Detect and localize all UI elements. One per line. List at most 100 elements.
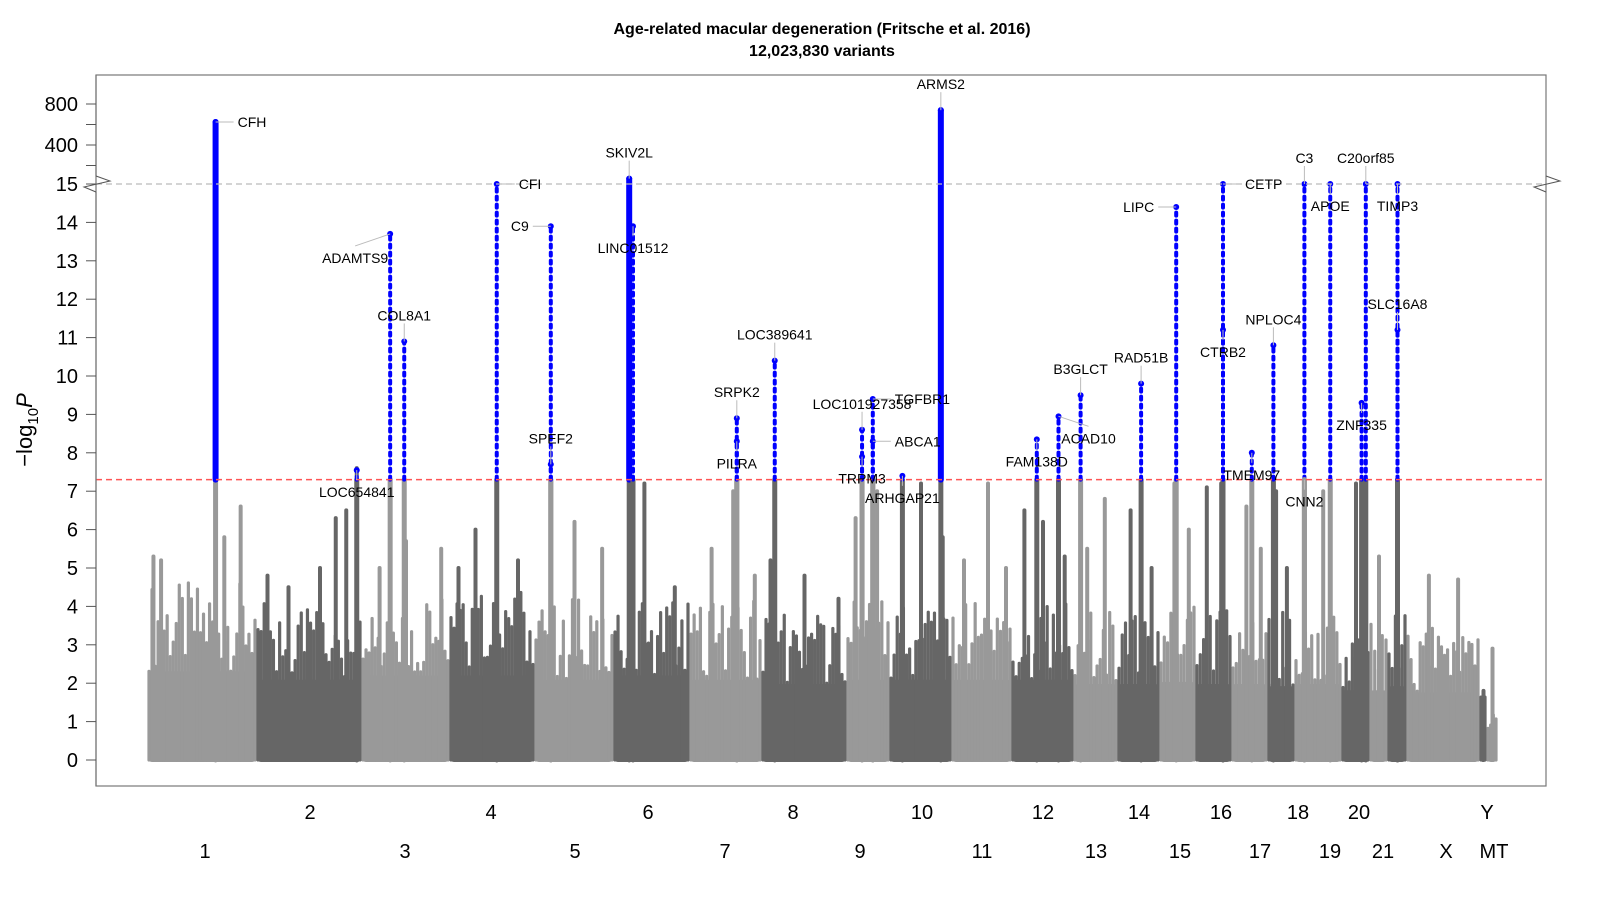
points-layer xyxy=(147,107,1498,763)
chromosome-6-points xyxy=(613,481,690,762)
gene-label-LIPC: LIPC xyxy=(1123,199,1154,215)
y-axis-title-prefix: −log xyxy=(12,425,37,467)
chr-label-13: 13 xyxy=(1085,841,1107,863)
gene-label-LOC101927358: LOC101927358 xyxy=(813,396,912,412)
chromosome-5-points xyxy=(534,516,614,762)
y-tick-label-10: 10 xyxy=(56,366,78,388)
gene-label-APOE: APOE xyxy=(1311,198,1350,214)
gene-label-C3: C3 xyxy=(1295,150,1313,166)
y-axis-title-p: P xyxy=(12,393,37,408)
chr-label-4: 4 xyxy=(485,802,496,824)
chr-label-1: 1 xyxy=(199,841,210,863)
gene-label-SPEF2: SPEF2 xyxy=(529,430,574,446)
chr-label-3: 3 xyxy=(399,841,410,863)
gene-label-CFH: CFH xyxy=(238,114,267,130)
y-tick-label-4: 4 xyxy=(67,596,78,618)
gene-label-LOC654841: LOC654841 xyxy=(319,484,395,500)
chart-title: Age-related macular degeneration (Fritsc… xyxy=(613,21,1030,38)
gene-label-ZNF335: ZNF335 xyxy=(1336,417,1387,433)
gene-label-TMEM97: TMEM97 xyxy=(1223,467,1280,483)
y-tick-label-13: 13 xyxy=(56,251,78,273)
chr-label-21: 21 xyxy=(1372,841,1394,863)
chromosome-8-points xyxy=(761,558,847,762)
y-tick-label-15: 15 xyxy=(56,174,78,196)
y-axis-title: −log10P xyxy=(12,393,42,467)
chr-label-12: 12 xyxy=(1032,802,1054,824)
gene-label-ACAD10: ACAD10 xyxy=(1061,430,1116,446)
gene-label-PILRA: PILRA xyxy=(717,455,758,471)
gene-label-CTRB2: CTRB2 xyxy=(1200,344,1246,360)
y-tick-label-0: 0 xyxy=(67,750,78,772)
gene-label-SKIV2L: SKIV2L xyxy=(605,145,653,161)
gene-label-RAD51B: RAD51B xyxy=(1114,350,1168,366)
gene-label-TGFBR1: TGFBR1 xyxy=(895,391,950,407)
gene-label-LINC01512: LINC01512 xyxy=(598,240,669,256)
y-tick-label-2: 2 xyxy=(67,673,78,695)
y-tick-label-3: 3 xyxy=(67,635,78,657)
gene-label-ABCA1: ABCA1 xyxy=(895,433,941,449)
chr-label-9: 9 xyxy=(854,841,865,863)
chr-label-5: 5 xyxy=(569,841,580,863)
chromosome-16-points xyxy=(1195,481,1232,762)
chr-label-MT: MT xyxy=(1480,841,1509,863)
chr-label-8: 8 xyxy=(787,802,798,824)
gene-label-TIMP3: TIMP3 xyxy=(1377,198,1418,214)
chromosome-2-points xyxy=(256,466,362,762)
chromosome-14-points xyxy=(1117,508,1160,762)
gene-label-COL8A1: COL8A1 xyxy=(377,307,431,323)
chromosome-11-points xyxy=(951,481,1012,762)
y-axis-break-zigzag xyxy=(82,175,112,193)
chr-label-15: 15 xyxy=(1169,841,1191,863)
chr-label-11: 11 xyxy=(972,841,993,863)
chromosome-Y-points xyxy=(1479,688,1487,762)
y-tick-label-8: 8 xyxy=(67,443,78,465)
chr-label-X: X xyxy=(1439,841,1452,863)
chr-label-2: 2 xyxy=(304,802,315,824)
gene-label-CFI: CFI xyxy=(519,176,542,192)
y-axis-title-sub: 10 xyxy=(25,408,42,425)
gene-label-ARHGAP21: ARHGAP21 xyxy=(865,490,940,506)
gene-label-ADAMTS9: ADAMTS9 xyxy=(322,250,388,266)
gene-labels: CFH LOC654841 ADAMTS9 COL8A1 CFI C9 SPEF2 SKIV2… xyxy=(215,76,1428,510)
hit-ADAMTS9-leader xyxy=(354,233,391,247)
gene-label-B3GLCT: B3GLCT xyxy=(1053,361,1108,377)
chr-label-7: 7 xyxy=(719,841,730,863)
gene-label-FAM138D: FAM138D xyxy=(1006,453,1068,469)
y-tick-label-12: 12 xyxy=(56,289,78,311)
chromosome-1-points xyxy=(147,504,257,762)
y-tick-label-400: 400 xyxy=(45,135,78,157)
chromosome-7-points xyxy=(689,489,762,762)
y-tick-label-800: 800 xyxy=(45,94,78,116)
gene-label-TRPM3: TRPM3 xyxy=(838,471,886,487)
gene-label-ARMS2: ARMS2 xyxy=(917,76,965,92)
gene-label-SRPK2: SRPK2 xyxy=(714,384,760,400)
gene-label-C20orf85: C20orf85 xyxy=(1337,150,1395,166)
y-tick-label-1: 1 xyxy=(67,712,78,734)
gene-label-CETP: CETP xyxy=(1245,176,1282,192)
y-tick-label-14: 14 xyxy=(56,212,78,234)
y-tick-label-6: 6 xyxy=(67,520,78,542)
chromosome-MT-points xyxy=(1486,646,1498,762)
chromosome-9-points xyxy=(846,489,890,762)
chr-label-14: 14 xyxy=(1128,802,1150,824)
chr-label-6: 6 xyxy=(642,802,653,824)
chromosome-21-points xyxy=(1369,554,1388,762)
chart-subtitle: 12,023,830 variants xyxy=(749,43,895,60)
y-tick-label-5: 5 xyxy=(67,558,78,580)
chromosome-12-points xyxy=(1011,508,1074,762)
right-break-zigzag xyxy=(1532,175,1562,193)
chr-label-16: 16 xyxy=(1210,802,1232,824)
gene-label-CNN2: CNN2 xyxy=(1285,494,1323,510)
gene-label-SLC16A8: SLC16A8 xyxy=(1368,296,1428,312)
gene-label-C9: C9 xyxy=(511,218,529,234)
chr-label-19: 19 xyxy=(1319,841,1341,863)
y-tick-label-7: 7 xyxy=(67,481,78,503)
chromosome-4-points xyxy=(449,481,535,762)
y-tick-label-9: 9 xyxy=(67,404,78,426)
chr-label-18: 18 xyxy=(1287,802,1309,824)
chr-label-Y: Y xyxy=(1480,802,1493,824)
chromosome-X-points xyxy=(1406,573,1480,762)
